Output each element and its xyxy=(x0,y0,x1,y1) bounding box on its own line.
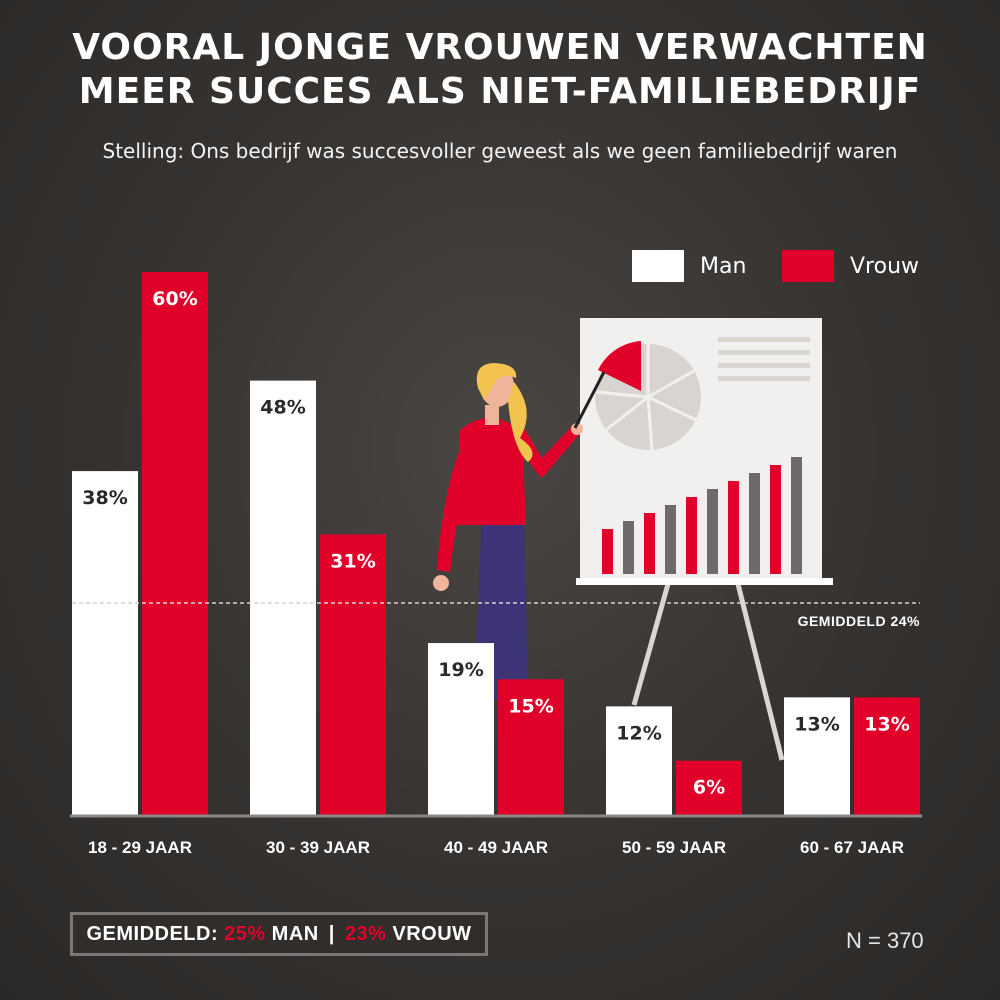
easel-presentation-board-icon xyxy=(576,318,833,761)
data-label-man-3: 19% xyxy=(438,659,483,681)
bar-man-4 xyxy=(606,706,672,815)
legend-label-man: Man xyxy=(700,253,747,279)
data-label-vrouw-3: 15% xyxy=(508,695,553,717)
legend-vrouw: Vrouw xyxy=(782,250,919,282)
data-label-man-1: 38% xyxy=(82,487,127,509)
bar-vrouw-1 xyxy=(142,272,208,815)
data-label-man-4: 12% xyxy=(616,722,661,744)
bar-man-1 xyxy=(72,471,138,815)
summary-man-value: 25% xyxy=(224,922,266,945)
bar-chart-icon xyxy=(602,457,802,574)
legend-man: Man xyxy=(632,250,746,282)
bar-vrouw-4 xyxy=(676,760,742,815)
legend-label-vrouw: Vrouw xyxy=(850,253,920,279)
legend-swatch-man xyxy=(632,250,684,282)
category-labels: 18 - 29 JAAR 30 - 39 JAAR 40 - 49 JAAR 50 -… xyxy=(88,838,904,857)
pie-chart-icon xyxy=(595,341,701,451)
summary-prefix: GEMIDDELD: xyxy=(86,922,219,945)
bar-man-2 xyxy=(250,380,316,815)
data-label-vrouw-2: 31% xyxy=(330,550,375,572)
category-label-1: 18 - 29 JAAR xyxy=(88,838,192,857)
summary-man-label: MAN xyxy=(271,922,319,945)
bar-vrouw-5 xyxy=(854,697,920,815)
subtitle: Stelling: Ons bedrijf was succesvoller g… xyxy=(102,139,898,163)
reference-line-label: GEMIDDELD 24% xyxy=(798,613,920,629)
sample-size: N = 370 xyxy=(846,928,924,953)
page-title: VOORAL JONGE VROUWEN VERWACHTEN MEER SUC… xyxy=(0,26,1000,114)
category-label-5: 60 - 67 JAAR xyxy=(800,838,904,857)
summary-separator: | xyxy=(328,922,335,945)
bar-vrouw-3 xyxy=(498,679,564,815)
data-label-man-2: 48% xyxy=(260,397,305,419)
average-summary-box: GEMIDDELD: 25% MAN | 23% VROUW xyxy=(70,912,488,956)
data-label-vrouw-4: 6% xyxy=(693,777,725,799)
bar-man-5 xyxy=(784,697,850,815)
legend-swatch-vrouw xyxy=(782,250,834,282)
summary-vrouw-value: 23% xyxy=(344,922,387,945)
title-line-1: VOORAL JONGE VROUWEN VERWACHTEN xyxy=(72,27,928,68)
bar-vrouw-2 xyxy=(320,534,386,815)
title-line-2: MEER SUCCES ALS NIET-FAMILIEBEDRIJF xyxy=(78,71,922,112)
category-label-3: 40 - 49 JAAR xyxy=(444,838,548,857)
category-label-2: 30 - 39 JAAR xyxy=(266,838,370,857)
bar-man-3 xyxy=(428,643,494,815)
bars-layer: 38% 60% 48% 31% 19% 15% 12% 6% 13% 13% xyxy=(72,272,920,815)
data-label-vrouw-1: 60% xyxy=(152,288,197,310)
summary-vrouw-label: VROUW xyxy=(392,922,472,945)
data-label-man-5: 13% xyxy=(794,713,839,735)
data-label-vrouw-5: 13% xyxy=(864,713,909,735)
category-label-4: 50 - 59 JAAR xyxy=(622,838,726,857)
